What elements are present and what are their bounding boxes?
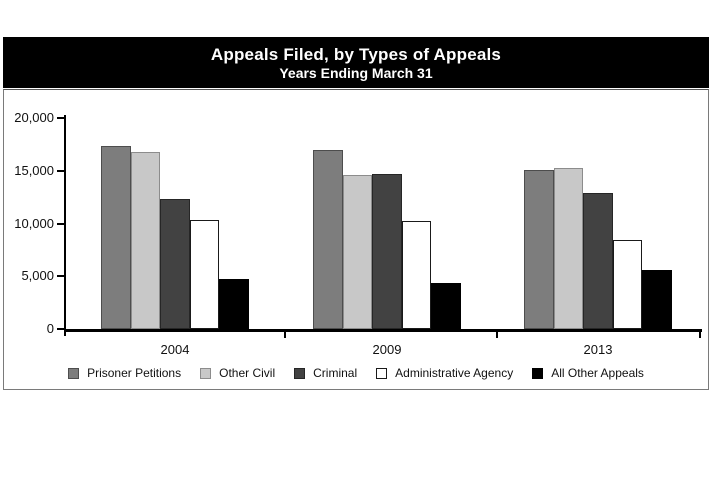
legend-label: Administrative Agency	[395, 366, 514, 380]
bar-criminal-2004	[160, 199, 190, 329]
x-axis-tick	[496, 329, 498, 338]
y-tick-label: 5,000	[21, 268, 54, 284]
chart-subtitle: Years Ending March 31	[279, 64, 433, 81]
x-axis-tick	[284, 329, 286, 338]
bar-other-civil-2009	[342, 174, 373, 329]
legend-item-prisoner-petitions: Prisoner Petitions	[68, 366, 181, 380]
chart-title: Appeals Filed, by Types of Appeals	[210, 44, 502, 64]
legend-item-all-other-appeals: All Other Appeals	[532, 366, 644, 380]
legend-swatch	[200, 367, 212, 379]
legend-item-criminal: Criminal	[294, 366, 357, 380]
x-axis-line	[64, 329, 702, 332]
legend-swatch	[68, 367, 80, 379]
y-axis-line	[64, 115, 66, 336]
legend-item-administrative-agency: Administrative Agency	[376, 366, 513, 380]
y-tick-label: 15,000	[14, 162, 54, 178]
bar-all-other-appeals-2013	[642, 269, 672, 329]
y-tick	[57, 328, 64, 330]
x-axis-label: 2013	[583, 342, 613, 357]
y-tick-label: 0	[46, 321, 54, 336]
legend-label: Prisoner Petitions	[87, 366, 182, 380]
legend-label: Other Civil	[219, 366, 276, 380]
legend: Prisoner Petitions Other Civil Criminal Adm…	[4, 364, 708, 382]
bar-all-other-appeals-2009	[431, 282, 461, 329]
legend-label: All Other Appeals	[551, 366, 644, 380]
x-axis-tick	[699, 329, 701, 338]
legend-swatch	[294, 367, 306, 379]
legend-label: Criminal	[313, 366, 358, 380]
bar-administrative-agency-2004	[189, 220, 220, 329]
y-tick	[57, 117, 64, 119]
legend-swatch	[532, 367, 544, 379]
plot-area: 0 5,000 10,000 15,000 20,000 2004 2009 2013	[14, 110, 702, 357]
y-tick-label: 20,000	[14, 110, 54, 125]
bar-prisoner-petitions-2009	[313, 149, 343, 329]
y-tick	[57, 275, 64, 278]
y-tick-label: 10,000	[14, 215, 54, 231]
x-axis-label: 2004	[160, 342, 190, 357]
bar-criminal-2009	[372, 173, 402, 329]
chart-panel: 0 5,000 10,000 15,000 20,000 2004 2009 2013 Pri…	[3, 89, 709, 390]
bar-other-civil-2004	[130, 151, 161, 329]
y-tick	[57, 169, 64, 172]
legend-item-other-civil: Other Civil	[200, 366, 275, 380]
bar-administrative-agency-2013	[612, 240, 643, 329]
bar-criminal-2013	[583, 192, 613, 329]
legend-swatch	[376, 367, 388, 379]
y-tick	[57, 222, 64, 225]
bar-all-other-appeals-2004	[219, 279, 249, 329]
bar-prisoner-petitions-2004	[101, 146, 131, 329]
title-band: Appeals Filed, by Types of Appeals Years…	[3, 37, 709, 88]
x-axis-label: 2009	[372, 342, 402, 357]
bar-administrative-agency-2009	[401, 221, 432, 329]
bar-prisoner-petitions-2013	[524, 169, 554, 329]
bar-other-civil-2013	[553, 167, 584, 329]
